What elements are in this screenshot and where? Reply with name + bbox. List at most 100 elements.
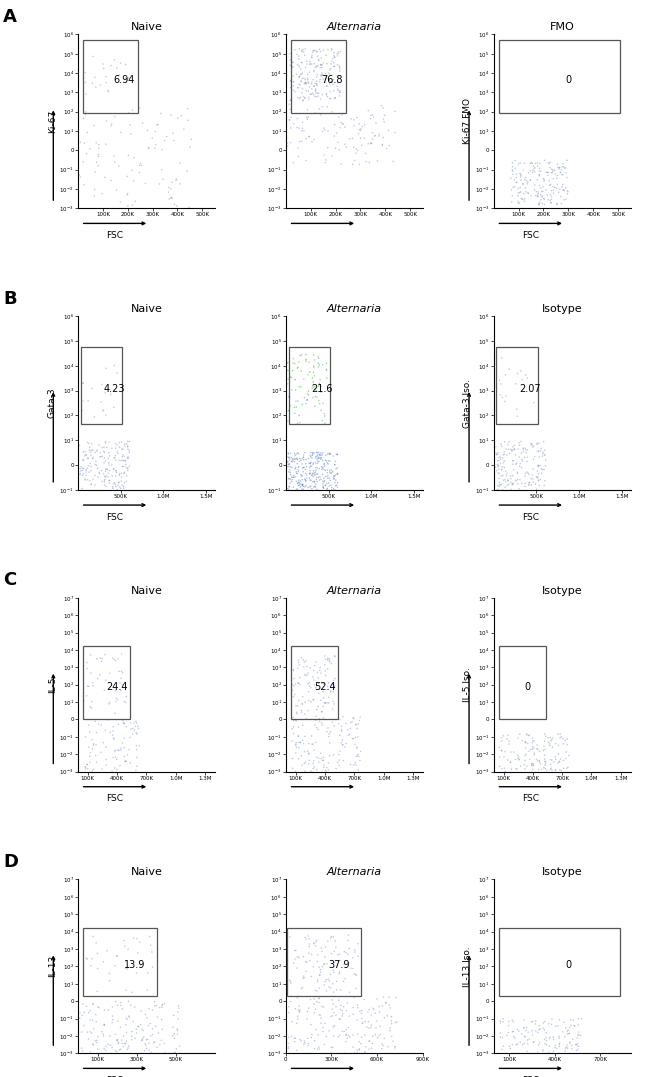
Point <box>364 1020 374 1037</box>
Point <box>541 1024 551 1041</box>
Point <box>290 675 300 693</box>
Point <box>338 708 348 725</box>
Point <box>320 656 330 673</box>
Point <box>317 460 328 477</box>
Point <box>307 56 317 73</box>
Point <box>307 84 317 101</box>
Point <box>294 1003 305 1020</box>
Point <box>137 1030 148 1047</box>
Point <box>99 476 110 493</box>
Title: Alternaria: Alternaria <box>327 304 382 314</box>
Point <box>127 1023 137 1040</box>
Point <box>75 1009 85 1026</box>
Point <box>534 1036 544 1053</box>
Point <box>552 1039 562 1057</box>
Point <box>494 470 504 487</box>
Point <box>121 981 131 998</box>
Point <box>87 731 98 749</box>
Point <box>110 447 120 464</box>
Point <box>121 960 131 977</box>
Point <box>137 114 148 131</box>
Point <box>283 453 293 471</box>
Point <box>332 446 343 463</box>
Point <box>131 715 142 732</box>
Point <box>107 1039 117 1057</box>
Point <box>119 464 129 481</box>
Point <box>330 933 341 950</box>
Point <box>503 472 514 489</box>
Point <box>326 682 336 699</box>
Point <box>520 1027 530 1045</box>
Point <box>492 481 502 499</box>
Point <box>285 451 295 468</box>
Point <box>297 54 307 71</box>
Point <box>308 86 318 103</box>
Point <box>119 715 129 732</box>
Point <box>539 190 549 207</box>
Point <box>496 376 506 393</box>
Point <box>532 171 543 188</box>
Point <box>150 140 161 157</box>
Point <box>540 753 551 770</box>
Point <box>122 437 133 454</box>
Point <box>316 56 326 73</box>
Point <box>317 59 327 76</box>
Point <box>289 467 299 485</box>
Point <box>534 195 544 212</box>
Point <box>179 121 189 138</box>
Point <box>112 997 123 1015</box>
Point <box>77 462 87 479</box>
Point <box>528 437 539 454</box>
Point <box>309 477 320 494</box>
Point <box>353 142 363 159</box>
Point <box>313 359 324 376</box>
Point <box>283 458 293 475</box>
Point <box>491 458 501 475</box>
Point <box>300 728 310 745</box>
Point <box>309 466 320 484</box>
Point <box>172 1021 182 1038</box>
Point <box>77 1043 88 1060</box>
Point <box>121 718 131 736</box>
Point <box>388 153 398 170</box>
Point <box>499 444 510 461</box>
Point <box>309 474 320 491</box>
Point <box>543 164 553 181</box>
Point <box>291 744 301 761</box>
Point <box>122 746 133 764</box>
Point <box>296 747 307 765</box>
Point <box>88 47 98 65</box>
Point <box>547 1010 557 1027</box>
Point <box>110 759 120 777</box>
Point <box>314 674 324 691</box>
Point <box>559 182 569 199</box>
Point <box>312 480 322 498</box>
Point <box>285 389 295 406</box>
Point <box>325 446 335 463</box>
Point <box>325 61 335 79</box>
Title: Isotype: Isotype <box>542 304 582 314</box>
Point <box>322 446 333 463</box>
Point <box>123 459 133 476</box>
Point <box>320 667 331 684</box>
Point <box>306 75 317 93</box>
Point <box>91 79 101 96</box>
Point <box>306 1016 316 1033</box>
Point <box>285 471 296 488</box>
Point <box>81 997 92 1015</box>
Point <box>304 387 314 404</box>
Point <box>89 408 99 425</box>
Point <box>86 950 97 967</box>
Point <box>92 443 102 460</box>
Point <box>116 662 127 680</box>
Point <box>528 732 538 750</box>
Point <box>85 454 96 472</box>
Point <box>99 1040 109 1058</box>
Point <box>88 760 99 778</box>
Point <box>526 435 537 452</box>
Point <box>313 971 323 989</box>
Point <box>390 102 400 120</box>
Point <box>285 397 296 415</box>
Point <box>517 475 527 492</box>
Point <box>504 736 514 753</box>
